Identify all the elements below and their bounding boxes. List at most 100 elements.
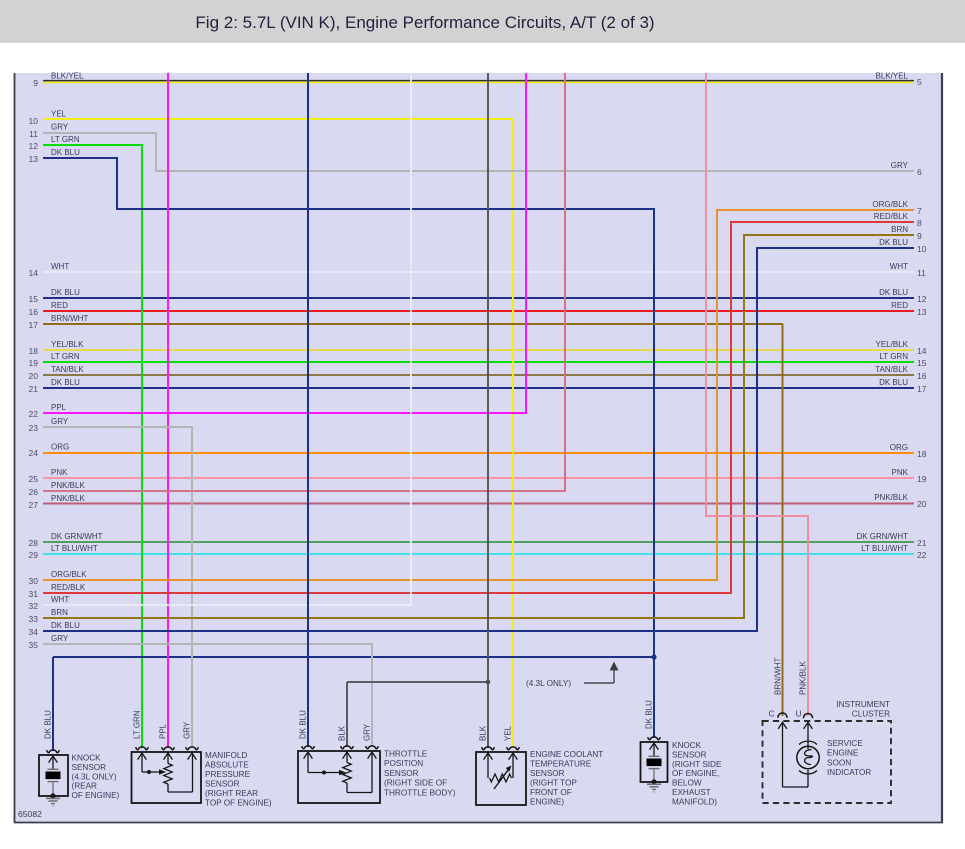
svg-text:20: 20 — [29, 371, 39, 381]
svg-text:DK BLU: DK BLU — [879, 288, 908, 297]
svg-text:GRY: GRY — [51, 417, 69, 426]
svg-text:DK GRN/WHT: DK GRN/WHT — [51, 532, 103, 541]
svg-text:20: 20 — [917, 499, 927, 509]
svg-text:CLUSTER: CLUSTER — [852, 710, 890, 719]
svg-text:26: 26 — [29, 487, 39, 497]
svg-text:SENSOR: SENSOR — [72, 763, 107, 772]
svg-text:19: 19 — [29, 358, 39, 368]
svg-text:RED/BLK: RED/BLK — [51, 583, 86, 592]
svg-text:THROTTLE: THROTTLE — [384, 750, 428, 759]
svg-text:18: 18 — [29, 346, 39, 356]
svg-text:PNK: PNK — [51, 468, 68, 477]
svg-text:22: 22 — [917, 550, 927, 560]
svg-text:TAN/BLK: TAN/BLK — [51, 365, 84, 374]
svg-text:16: 16 — [917, 371, 927, 381]
svg-text:PNK/BLK: PNK/BLK — [874, 493, 908, 502]
svg-text:BRN/WHT: BRN/WHT — [51, 314, 88, 323]
svg-text:PNK/BLK: PNK/BLK — [51, 481, 85, 490]
svg-text:65082: 65082 — [18, 809, 42, 819]
svg-text:BELOW: BELOW — [672, 779, 702, 788]
svg-text:TAN/BLK: TAN/BLK — [875, 365, 908, 374]
svg-text:YEL: YEL — [504, 725, 513, 741]
svg-text:KNOCK: KNOCK — [672, 741, 702, 750]
svg-text:22: 22 — [29, 409, 39, 419]
svg-text:GRY: GRY — [183, 721, 192, 739]
svg-text:30: 30 — [29, 576, 39, 586]
svg-text:ORG: ORG — [51, 443, 69, 452]
svg-text:POSITION: POSITION — [384, 759, 423, 768]
svg-text:6: 6 — [917, 167, 922, 177]
svg-text:35: 35 — [29, 640, 39, 650]
svg-text:C: C — [769, 710, 775, 719]
svg-text:LT GRN: LT GRN — [133, 710, 142, 739]
svg-text:5: 5 — [917, 77, 922, 87]
svg-text:GRY: GRY — [51, 123, 69, 132]
svg-text:TEMPERATURE: TEMPERATURE — [530, 760, 592, 769]
svg-text:GRY: GRY — [891, 161, 909, 170]
svg-text:23: 23 — [29, 423, 39, 433]
svg-text:31: 31 — [29, 589, 39, 599]
svg-text:RED: RED — [51, 301, 68, 310]
svg-text:SOON: SOON — [827, 758, 851, 767]
svg-text:LT BLU/WHT: LT BLU/WHT — [51, 544, 98, 553]
svg-text:MANIFOLD: MANIFOLD — [205, 751, 247, 760]
svg-text:SENSOR: SENSOR — [672, 750, 707, 759]
svg-text:ENGINE COOLANT: ENGINE COOLANT — [530, 750, 603, 759]
svg-text:ORG: ORG — [890, 443, 908, 452]
svg-text:(4.3L ONLY): (4.3L ONLY) — [72, 772, 117, 781]
svg-text:ABSOLUTE: ABSOLUTE — [205, 761, 249, 770]
svg-text:PPL: PPL — [159, 723, 168, 739]
svg-text:DK BLU: DK BLU — [645, 700, 654, 729]
svg-text:LT BLU/WHT: LT BLU/WHT — [861, 544, 908, 553]
svg-text:WHT: WHT — [890, 262, 908, 271]
svg-text:BRN: BRN — [51, 608, 68, 617]
svg-text:DK BLU: DK BLU — [51, 288, 80, 297]
svg-text:INSTRUMENT: INSTRUMENT — [836, 700, 890, 709]
svg-text:BRN: BRN — [891, 225, 908, 234]
svg-text:14: 14 — [917, 346, 927, 356]
svg-text:11: 11 — [917, 268, 926, 278]
svg-text:OF ENGINE): OF ENGINE) — [72, 791, 120, 800]
svg-text:8: 8 — [917, 218, 922, 228]
svg-text:DK BLU: DK BLU — [299, 710, 308, 739]
svg-text:DK BLU: DK BLU — [44, 710, 53, 739]
svg-text:GRY: GRY — [363, 723, 372, 741]
svg-text:15: 15 — [29, 294, 39, 304]
svg-text:WHT: WHT — [51, 595, 69, 604]
svg-text:15: 15 — [917, 358, 927, 368]
svg-text:BLK: BLK — [479, 725, 488, 741]
svg-text:DK GRN/WHT: DK GRN/WHT — [856, 532, 908, 541]
svg-text:12: 12 — [29, 141, 39, 151]
svg-text:29: 29 — [29, 550, 39, 560]
svg-text:16: 16 — [29, 307, 39, 317]
svg-text:FRONT OF: FRONT OF — [530, 788, 572, 797]
svg-text:(RIGHT TOP: (RIGHT TOP — [530, 779, 577, 788]
svg-text:GRY: GRY — [51, 634, 69, 643]
svg-text:ORG/BLK: ORG/BLK — [872, 200, 908, 209]
svg-text:DK BLU: DK BLU — [51, 148, 80, 157]
svg-text:21: 21 — [917, 538, 927, 548]
svg-text:9: 9 — [33, 78, 38, 88]
svg-text:YEL: YEL — [51, 110, 67, 119]
svg-text:12: 12 — [917, 294, 927, 304]
svg-text:(RIGHT REAR: (RIGHT REAR — [205, 789, 258, 798]
svg-text:9: 9 — [917, 231, 922, 241]
svg-text:13: 13 — [917, 307, 927, 317]
svg-text:28: 28 — [29, 538, 39, 548]
svg-text:PRESSURE: PRESSURE — [205, 770, 251, 779]
svg-text:27: 27 — [29, 500, 39, 510]
svg-text:INDICATOR: INDICATOR — [827, 768, 871, 777]
svg-text:THROTTLE BODY): THROTTLE BODY) — [384, 788, 456, 797]
svg-text:DK BLU: DK BLU — [51, 621, 80, 630]
svg-text:(4.3L ONLY): (4.3L ONLY) — [526, 679, 571, 688]
svg-text:RED/BLK: RED/BLK — [874, 212, 909, 221]
svg-text:DK BLU: DK BLU — [879, 238, 908, 247]
svg-text:OF ENGINE,: OF ENGINE, — [672, 769, 719, 778]
svg-text:(REAR: (REAR — [72, 782, 98, 791]
svg-text:10: 10 — [917, 244, 927, 254]
svg-text:25: 25 — [29, 474, 39, 484]
svg-text:ENGINE): ENGINE) — [530, 798, 564, 807]
svg-text:DK BLU: DK BLU — [879, 378, 908, 387]
svg-text:SENSOR: SENSOR — [205, 780, 240, 789]
svg-text:KNOCK: KNOCK — [72, 754, 102, 763]
